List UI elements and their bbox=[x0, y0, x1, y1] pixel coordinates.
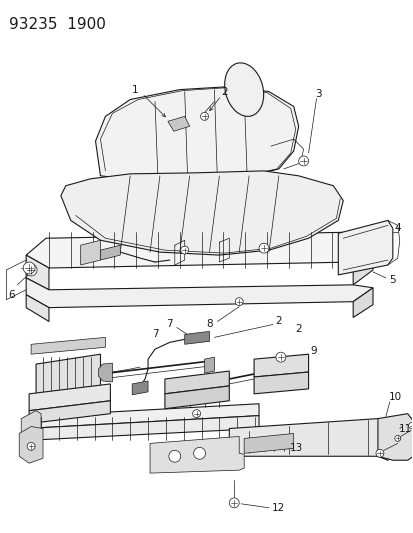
Polygon shape bbox=[26, 295, 49, 321]
Polygon shape bbox=[26, 232, 372, 268]
Text: 9: 9 bbox=[309, 346, 316, 356]
Polygon shape bbox=[95, 87, 298, 183]
Circle shape bbox=[200, 112, 208, 120]
Polygon shape bbox=[164, 386, 229, 409]
Polygon shape bbox=[254, 354, 308, 377]
Polygon shape bbox=[184, 332, 209, 344]
Circle shape bbox=[192, 410, 200, 418]
Polygon shape bbox=[26, 255, 49, 290]
Text: 2: 2 bbox=[294, 325, 301, 334]
Polygon shape bbox=[21, 411, 41, 446]
Circle shape bbox=[298, 156, 308, 166]
Text: 93235  1900: 93235 1900 bbox=[9, 17, 106, 33]
Circle shape bbox=[275, 352, 285, 362]
Polygon shape bbox=[167, 116, 189, 131]
Polygon shape bbox=[61, 171, 342, 255]
Polygon shape bbox=[98, 363, 112, 382]
Text: 12: 12 bbox=[272, 503, 285, 513]
Polygon shape bbox=[150, 437, 244, 473]
Polygon shape bbox=[29, 401, 110, 424]
Ellipse shape bbox=[224, 63, 263, 116]
Circle shape bbox=[259, 243, 268, 253]
Polygon shape bbox=[377, 414, 413, 460]
Circle shape bbox=[235, 298, 242, 305]
Circle shape bbox=[23, 262, 35, 274]
Polygon shape bbox=[164, 371, 229, 394]
Text: 2: 2 bbox=[221, 86, 227, 96]
Polygon shape bbox=[352, 248, 372, 285]
Polygon shape bbox=[29, 384, 110, 411]
Text: 7: 7 bbox=[151, 329, 158, 340]
Circle shape bbox=[25, 264, 37, 276]
Text: 1: 1 bbox=[131, 85, 138, 95]
Text: 13: 13 bbox=[290, 443, 303, 454]
Text: 7: 7 bbox=[166, 319, 173, 329]
Text: 5: 5 bbox=[389, 275, 395, 285]
Text: 8: 8 bbox=[206, 319, 212, 329]
Circle shape bbox=[375, 449, 383, 457]
Polygon shape bbox=[36, 354, 100, 399]
Text: 2: 2 bbox=[275, 317, 282, 327]
Polygon shape bbox=[100, 245, 120, 260]
Circle shape bbox=[193, 447, 205, 459]
Circle shape bbox=[180, 246, 188, 254]
Circle shape bbox=[229, 498, 239, 508]
Circle shape bbox=[394, 435, 400, 441]
Text: 6: 6 bbox=[8, 290, 14, 300]
Polygon shape bbox=[337, 221, 392, 275]
Circle shape bbox=[169, 450, 180, 462]
Polygon shape bbox=[204, 357, 214, 373]
Polygon shape bbox=[229, 418, 397, 460]
Circle shape bbox=[27, 442, 35, 450]
Text: 10: 10 bbox=[388, 392, 401, 402]
Polygon shape bbox=[244, 433, 293, 453]
Polygon shape bbox=[19, 426, 43, 463]
Circle shape bbox=[408, 423, 413, 429]
Polygon shape bbox=[254, 372, 308, 394]
Polygon shape bbox=[81, 240, 100, 265]
Text: 11: 11 bbox=[398, 424, 411, 433]
Polygon shape bbox=[352, 288, 372, 318]
Polygon shape bbox=[26, 416, 259, 440]
Text: 3: 3 bbox=[314, 88, 321, 99]
Polygon shape bbox=[26, 403, 259, 429]
Text: 4: 4 bbox=[394, 223, 400, 233]
Polygon shape bbox=[31, 337, 105, 354]
Polygon shape bbox=[26, 278, 372, 308]
Polygon shape bbox=[132, 381, 148, 395]
